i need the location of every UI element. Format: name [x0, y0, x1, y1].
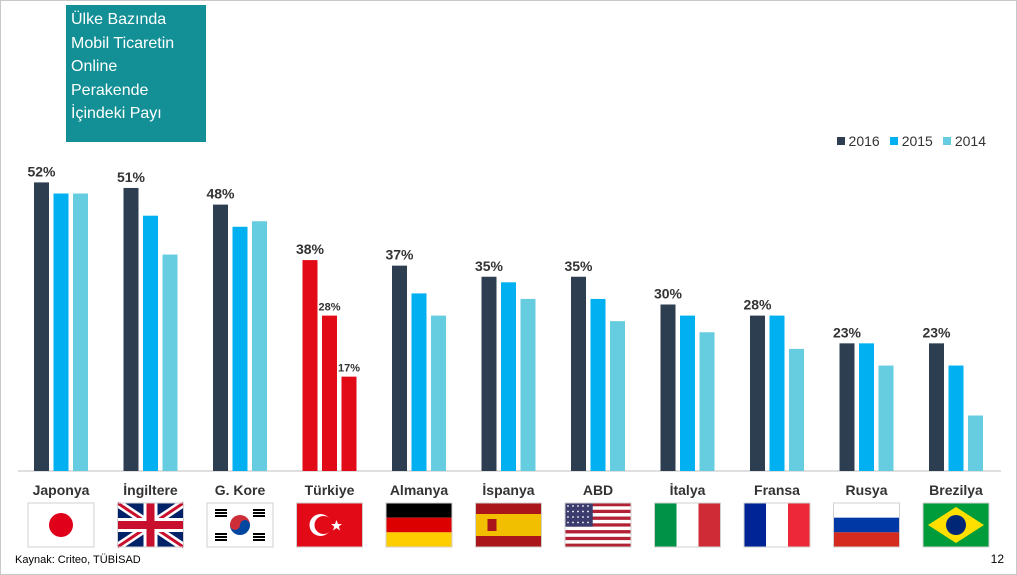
legend-item-2014: 2014: [942, 133, 986, 149]
uk-flag: [115, 499, 186, 551]
bar-i-talya-2016: [660, 304, 676, 471]
bar-almanya-2016: [392, 265, 407, 471]
tick-label-brezilya: Brezilya: [929, 482, 983, 498]
bar-i-talya-2015: [680, 315, 695, 471]
turkey-flag: [296, 502, 363, 548]
france-flag: [743, 502, 811, 548]
legend-label-2015: 2015: [901, 133, 933, 149]
data-label-rusya: 23%: [833, 324, 862, 340]
legend-item-2015: 2015: [889, 133, 933, 149]
bar-t-rkiye-2014: [341, 376, 357, 471]
chart-title: Ülke Bazında Mobil Ticaretin Online Pera…: [71, 11, 175, 122]
data-label-brezilya: 23%: [922, 324, 951, 340]
page-number: 12: [990, 552, 1004, 566]
brazil-flag: [922, 502, 990, 548]
legend-swatch-2014: [942, 137, 951, 145]
bar-fransa-2016: [750, 315, 765, 471]
south-korea-flag: [206, 502, 274, 548]
bar-brezilya-2014: [968, 415, 983, 471]
bar-i-ngiltere-2014: [162, 254, 178, 471]
bar-japonya-2014: [73, 193, 88, 471]
legend-label-2016: 2016: [848, 133, 880, 149]
source-note: Kaynak: Criteo, TÜBİSAD: [15, 554, 141, 566]
japan-flag: [27, 502, 95, 548]
bar-i-ngiltere-2015: [143, 215, 158, 471]
bar-i-ngiltere-2016: [123, 187, 139, 471]
data-label-i-talya: 30%: [654, 286, 683, 302]
bar-brezilya-2015: [948, 365, 964, 471]
bar-abd-2014: [610, 321, 625, 471]
bar-t-rkiye-2015: [322, 315, 337, 471]
data-label-abd: 35%: [564, 258, 593, 274]
germany-flag: [385, 502, 453, 548]
data-label-japonya: 52%: [27, 163, 56, 179]
tick-label-japonya: Japonya: [33, 482, 90, 498]
tick-label-fransa: Fransa: [754, 482, 800, 498]
data-label-almanya: 37%: [385, 247, 414, 263]
tick-label-g-kore: G. Kore: [215, 482, 266, 498]
tick-label-i-talya: İtalya: [670, 482, 706, 498]
italy-flag: [654, 502, 721, 548]
bar-i-spanya-2016: [481, 276, 497, 471]
bar-japonya-2015: [53, 193, 69, 471]
russia-flag: [833, 502, 900, 548]
bar-g-kore-2016: [213, 204, 228, 471]
bar-rusya-2015: [859, 343, 874, 471]
legend: 2016 2015 2014: [836, 133, 986, 149]
tick-label-abd: ABD: [583, 482, 613, 498]
legend-swatch-2015: [889, 137, 898, 145]
data-label-t-rkiye: 38%: [296, 241, 325, 257]
bar-brezilya-2016: [929, 343, 944, 471]
data-label-t-rkiye-2014: 17%: [338, 363, 360, 375]
bar-rusya-2014: [878, 365, 894, 471]
bar-g-kore-2015: [232, 226, 248, 471]
bar-i-spanya-2014: [520, 298, 536, 471]
tick-label-almanya: Almanya: [390, 482, 449, 498]
bar-i-spanya-2015: [501, 282, 516, 471]
title-box: Ülke Bazında Mobil Ticaretin Online Pera…: [66, 5, 206, 142]
spain-flag: [475, 502, 542, 548]
bar-fransa-2014: [789, 348, 804, 471]
bar-i-talya-2014: [699, 332, 715, 471]
data-label-g-kore: 48%: [206, 186, 235, 202]
bar-abd-2016: [571, 276, 586, 471]
bar-rusya-2016: [839, 343, 855, 471]
bar-abd-2015: [590, 298, 606, 471]
bar-t-rkiye-2016: [302, 260, 318, 471]
bar-g-kore-2014: [252, 221, 267, 471]
bar-almanya-2015: [411, 293, 427, 471]
tick-label-t-rkiye: Türkiye: [305, 482, 355, 498]
data-label-t-rkiye-2015: 28%: [318, 302, 340, 314]
bar-fransa-2015: [769, 315, 785, 471]
data-label-fransa: 28%: [743, 297, 772, 313]
tick-label-i-ngiltere: İngiltere: [123, 482, 178, 498]
data-label-i-spanya: 35%: [475, 258, 504, 274]
bar-japonya-2016: [34, 182, 49, 471]
bar-almanya-2014: [431, 315, 446, 471]
usa-flag: [564, 502, 632, 548]
legend-swatch-2016: [836, 137, 845, 145]
tick-label-rusya: Rusya: [845, 482, 887, 498]
legend-label-2014: 2014: [954, 133, 986, 149]
legend-item-2016: 2016: [836, 133, 880, 149]
tick-label-i-spanya: İspanya: [482, 482, 534, 498]
data-label-i-ngiltere: 51%: [117, 169, 146, 185]
